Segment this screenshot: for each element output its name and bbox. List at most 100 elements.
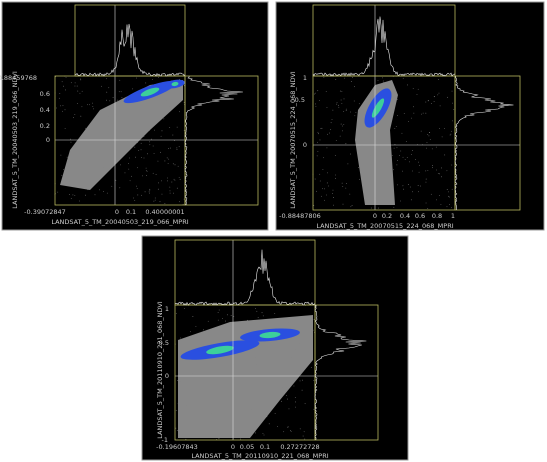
scatter-speck — [358, 124, 360, 126]
scatter-speck — [55, 107, 57, 109]
scatter-speck — [270, 324, 272, 326]
scatter-speck — [412, 150, 413, 151]
scatter-speck — [380, 162, 382, 163]
scatter-speck — [80, 115, 82, 117]
scatter-speck — [382, 77, 383, 79]
x-axis-label: LANDSAT_5_TM_20110910_221_068_MPRI — [191, 452, 328, 460]
scatter-speck — [65, 76, 67, 78]
scatter-speck — [316, 155, 318, 157]
scatter-speck — [450, 133, 452, 135]
scatter-speck — [273, 396, 274, 397]
scatter-speck — [277, 327, 279, 329]
scatter-speck — [339, 135, 341, 137]
scatter-speck — [431, 148, 433, 150]
x-tick-label: 0.1 — [126, 208, 136, 216]
scatter-speck — [313, 379, 315, 381]
scatter-speck — [176, 430, 178, 431]
scatter-speck — [81, 148, 83, 149]
scatter-speck — [402, 185, 404, 187]
scatter-speck — [396, 164, 398, 166]
scatter-speck — [200, 420, 202, 422]
scatter-speck — [203, 329, 204, 331]
scatter-speck — [334, 155, 336, 157]
scatter-speck — [164, 160, 166, 162]
scatter-speck — [118, 91, 120, 93]
scatter-speck — [179, 382, 181, 384]
scatter-speck — [341, 182, 343, 184]
scatter-speck — [179, 178, 181, 180]
scatter-speck — [361, 129, 363, 131]
scatter-speck — [315, 105, 317, 107]
scatter-speck — [195, 326, 197, 327]
scatter-speck — [295, 361, 297, 363]
scatter-speck — [198, 422, 200, 424]
scatter-speck — [239, 393, 240, 395]
scatter-speck — [61, 174, 63, 176]
scatter-speck — [368, 132, 370, 134]
scatter-speck — [304, 438, 306, 440]
scatter-speck — [323, 76, 325, 78]
scatter-speck — [417, 88, 419, 90]
scatter-speck — [252, 377, 254, 378]
scatter-speck — [206, 390, 208, 392]
scatter-speck — [129, 180, 131, 182]
x-tick-label: 0.8 — [432, 212, 442, 220]
scatter-speck — [77, 90, 79, 92]
scatter-speck — [74, 194, 76, 196]
scatter-speck — [342, 125, 343, 127]
scatter-speck — [320, 128, 322, 130]
scatter-speck — [218, 438, 220, 439]
scatter-speck — [174, 164, 176, 166]
scatter-speck — [230, 315, 232, 316]
scatter-speck — [168, 110, 169, 112]
scatter-speck — [383, 176, 385, 178]
scatter-speck — [299, 428, 301, 430]
scatter-speck — [425, 178, 427, 180]
scatter-speck — [318, 100, 320, 102]
scatter-speck — [226, 314, 228, 316]
scatter-speck — [128, 163, 129, 165]
scatter-speck — [278, 325, 280, 327]
scatter-speck — [102, 118, 104, 120]
scatter-speck — [313, 319, 315, 320]
scatter-speck — [324, 188, 325, 190]
scatter-speck — [167, 148, 169, 150]
scatter-speck — [448, 195, 450, 197]
scatter-speck — [112, 97, 114, 98]
scatter-speck — [205, 384, 207, 386]
histogram — [174, 249, 316, 306]
scatter-speck — [160, 151, 161, 153]
scatter-speck — [154, 197, 156, 199]
scatter-speck — [281, 400, 282, 402]
scatter-speck — [101, 85, 102, 87]
scatter-speck — [433, 96, 435, 98]
scatter-speck — [332, 193, 333, 194]
scatter-speck — [233, 322, 235, 323]
histogram — [312, 16, 456, 77]
scatter-speck — [290, 431, 292, 432]
scatter-speck — [367, 103, 369, 105]
scatter-speck — [171, 181, 173, 183]
scatter-speck — [217, 319, 219, 321]
scatter-speck — [97, 157, 99, 159]
scatter-speck — [157, 160, 159, 162]
scatter-speck — [63, 85, 65, 87]
scatter-speck — [328, 185, 330, 187]
scatter-speck — [225, 365, 227, 367]
scatter-speck — [186, 371, 188, 372]
scatter-speck — [176, 148, 178, 150]
scatter-speck — [173, 178, 175, 180]
scatter-speck — [166, 100, 167, 101]
plot-box — [184, 75, 259, 206]
scatter-speck — [305, 346, 307, 348]
scatter-speck — [180, 380, 182, 382]
scatter-speck — [131, 175, 132, 177]
scatter-speck — [64, 175, 66, 177]
scatter-speck — [183, 85, 185, 87]
scatter-speck — [70, 82, 72, 84]
x-tick-label: 0.1 — [260, 443, 270, 451]
scatter-speck — [409, 161, 410, 163]
scatter-speck — [271, 366, 272, 368]
scatter-speck — [341, 91, 343, 92]
